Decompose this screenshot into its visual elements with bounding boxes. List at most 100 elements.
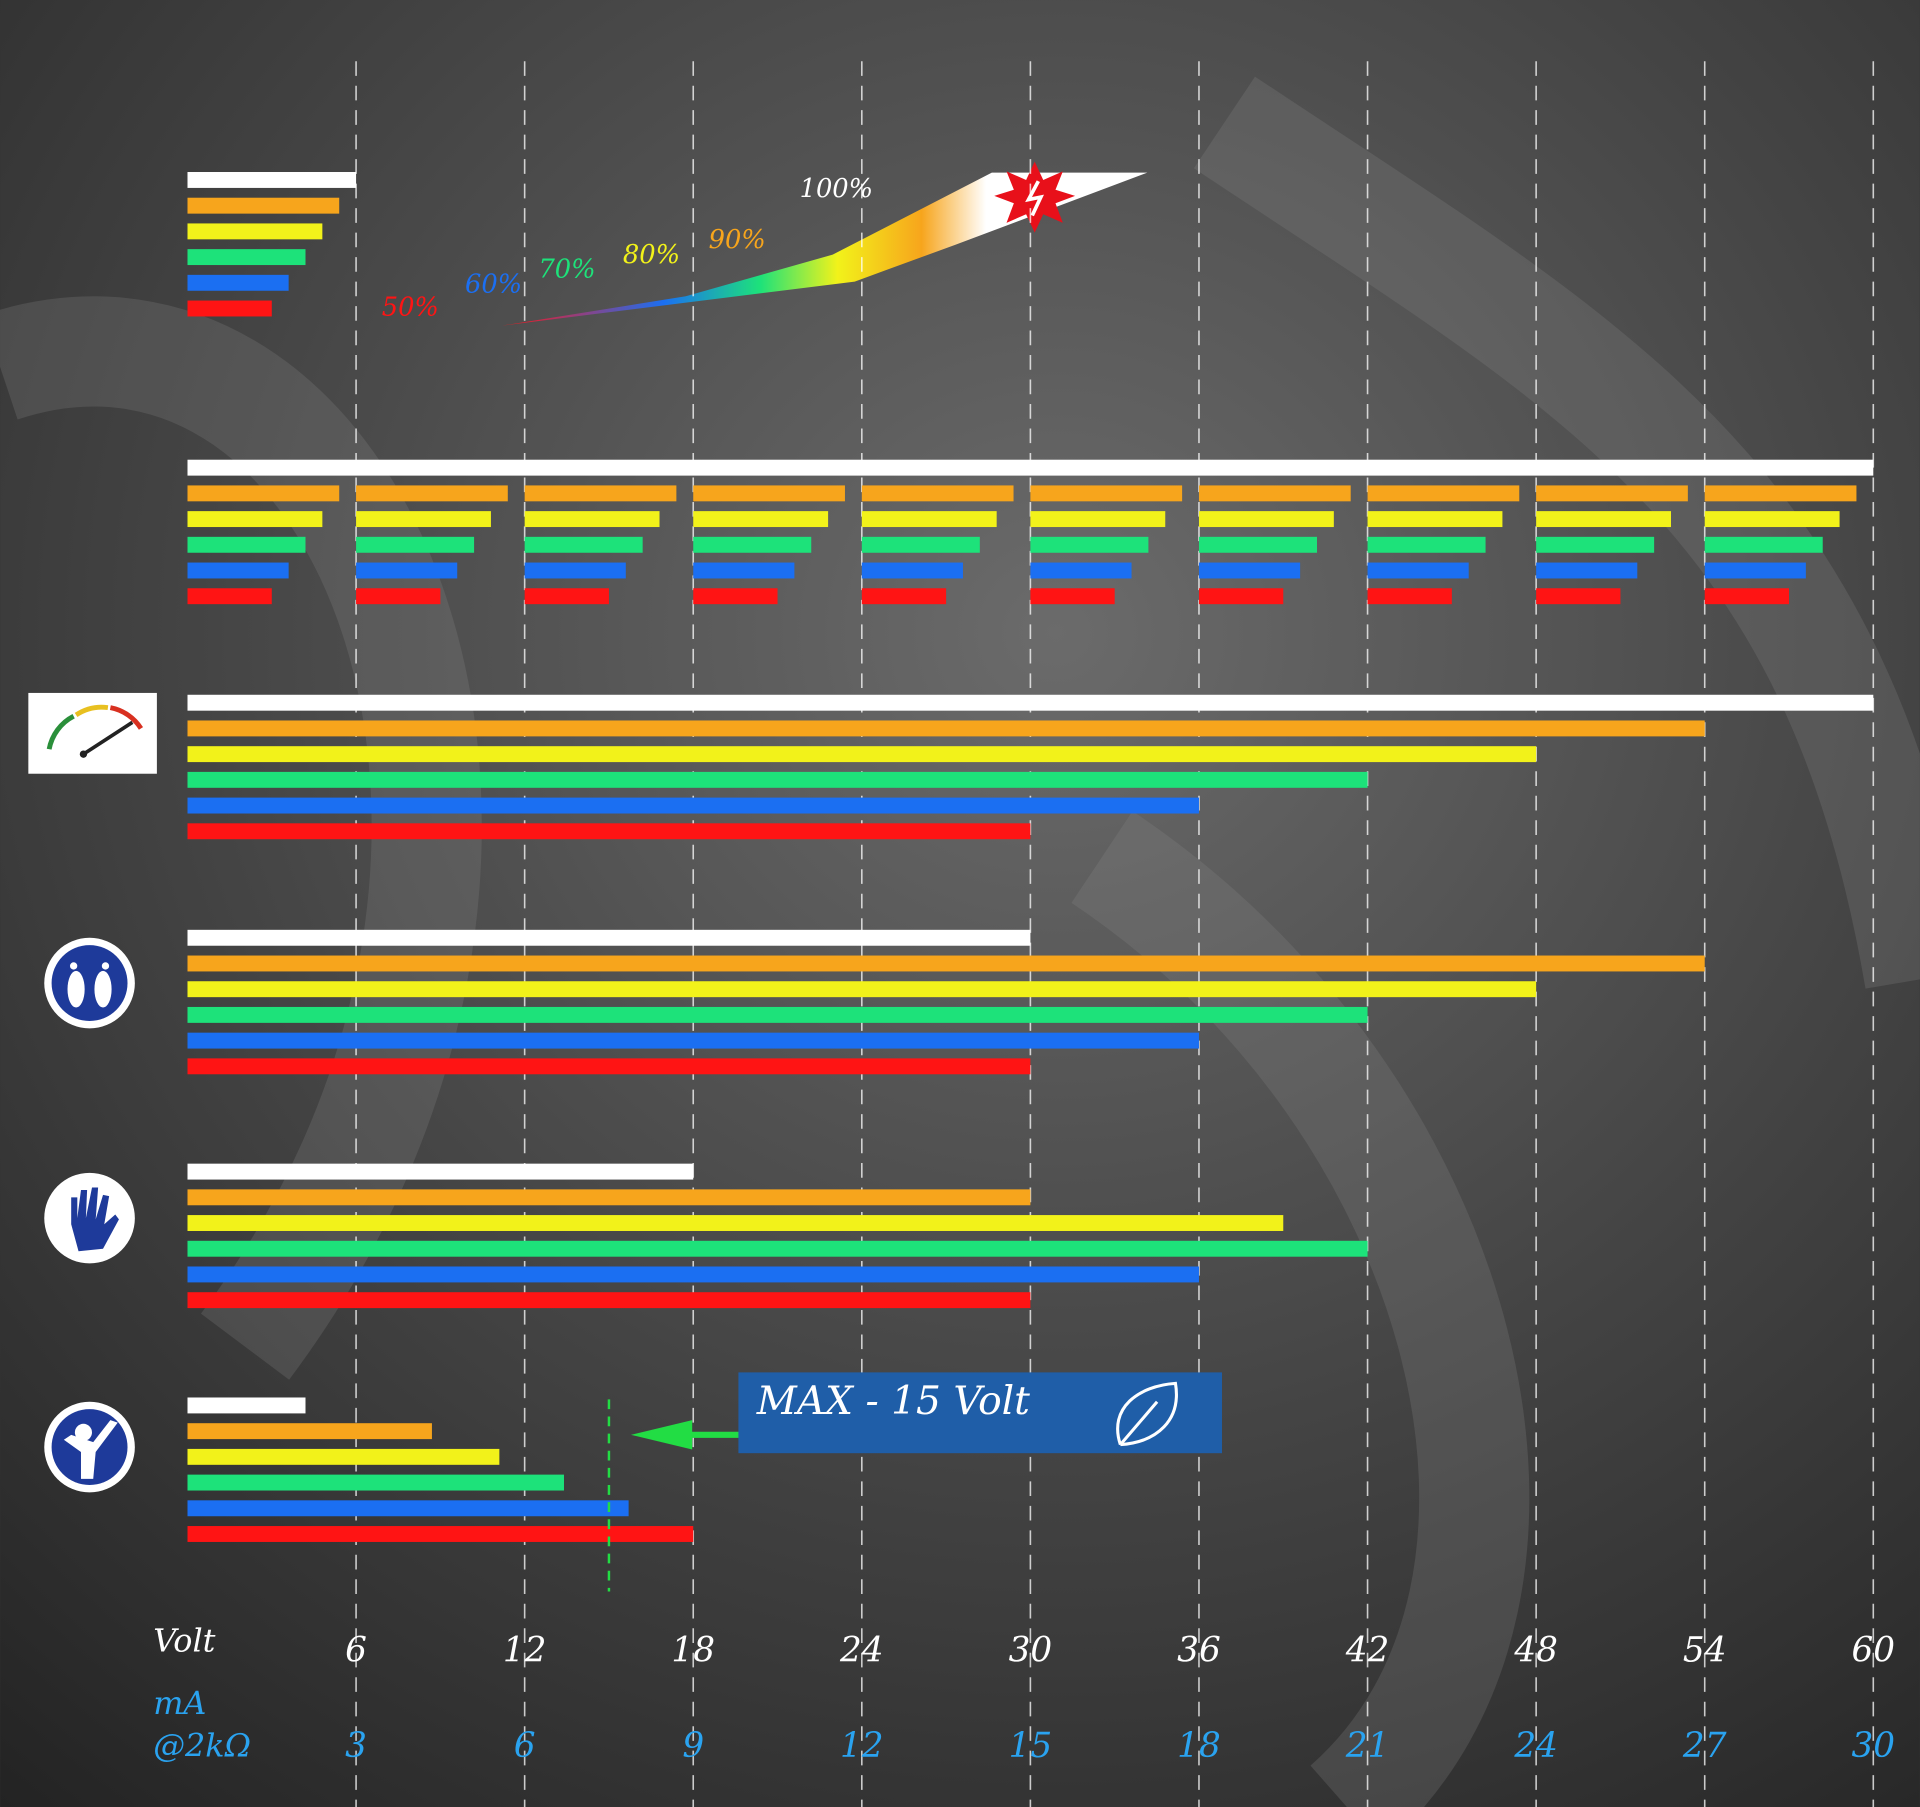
x2-axis-subtitle: @2kΩ bbox=[153, 1727, 251, 1765]
bar-segment bbox=[1367, 588, 1452, 605]
x2-tick-label: 24 bbox=[1513, 1726, 1558, 1766]
bar bbox=[187, 300, 272, 317]
bar bbox=[187, 955, 1705, 972]
bar-segment bbox=[861, 485, 1014, 502]
bar-segment bbox=[356, 511, 491, 528]
x-tick-label: 18 bbox=[671, 1631, 715, 1671]
bar-segment bbox=[693, 511, 829, 528]
x2-tick-label: 15 bbox=[1009, 1726, 1053, 1766]
bar bbox=[187, 929, 1031, 946]
bar-segment bbox=[1030, 511, 1166, 528]
bar bbox=[187, 223, 323, 240]
bar-segment bbox=[356, 536, 475, 553]
bar-segment bbox=[1030, 588, 1115, 605]
bar-segment bbox=[693, 536, 812, 553]
bar-segment bbox=[1536, 562, 1638, 579]
bar-segment bbox=[1030, 536, 1149, 553]
legend-label: 70% bbox=[538, 255, 595, 285]
bar bbox=[187, 1240, 1368, 1257]
bar bbox=[187, 720, 1705, 737]
bar-segment bbox=[1704, 562, 1806, 579]
bar bbox=[187, 771, 1368, 788]
bar-segment bbox=[187, 562, 289, 579]
bar-segment bbox=[356, 588, 441, 605]
bar-segment bbox=[1030, 485, 1183, 502]
bar bbox=[187, 1397, 306, 1414]
bar-segment bbox=[1198, 588, 1284, 605]
bar bbox=[187, 1058, 1031, 1075]
bar-segment bbox=[187, 511, 323, 528]
annotation-arrowhead bbox=[630, 1420, 693, 1450]
bar bbox=[187, 1474, 564, 1491]
x2-tick-label: 27 bbox=[1682, 1726, 1727, 1766]
gauge-icon bbox=[28, 692, 157, 774]
bar-segment bbox=[1367, 562, 1469, 579]
plot: 6 12 18 24 30 36 42 48 54 603 6 9 12 15 18 21 24 27 3050%6… bbox=[187, 61, 1895, 1807]
bar bbox=[187, 1292, 1031, 1309]
bar bbox=[187, 823, 1031, 840]
bar-segment bbox=[524, 536, 643, 553]
legend-label: 50% bbox=[382, 293, 439, 323]
bar-segment bbox=[861, 536, 980, 553]
bar-segment bbox=[1030, 562, 1132, 579]
bar bbox=[187, 249, 306, 266]
legend-label: 90% bbox=[709, 225, 766, 255]
bar-segment bbox=[524, 562, 626, 579]
bar-segment bbox=[861, 588, 947, 605]
bar-segment bbox=[861, 511, 997, 528]
bar-segment bbox=[1704, 511, 1840, 528]
bar-segment bbox=[861, 562, 963, 579]
bar-segment bbox=[1367, 485, 1520, 502]
x2-tick-label: 3 bbox=[345, 1726, 367, 1766]
legend-label: 80% bbox=[623, 240, 680, 270]
x2-tick-label: 30 bbox=[1851, 1726, 1895, 1766]
bar-segment bbox=[187, 536, 306, 553]
x-tick-label: 60 bbox=[1851, 1631, 1895, 1671]
x2-tick-label: 12 bbox=[840, 1726, 884, 1766]
bar bbox=[187, 981, 1537, 998]
bar-segment bbox=[1704, 536, 1823, 553]
bar-segment bbox=[356, 485, 508, 502]
bar bbox=[187, 1423, 432, 1440]
legend-label: 100% bbox=[800, 174, 873, 204]
legend-wedge bbox=[502, 172, 1148, 326]
bar-segment bbox=[524, 511, 660, 528]
bar-segment bbox=[1704, 588, 1790, 605]
bar bbox=[187, 1163, 694, 1180]
bar bbox=[187, 1006, 1368, 1023]
bar bbox=[187, 1526, 694, 1542]
bar-segment bbox=[187, 485, 340, 502]
bar-segment bbox=[1536, 485, 1688, 502]
hand-icon bbox=[44, 1172, 135, 1264]
annotation: MAX - 15 Volt bbox=[738, 1372, 1222, 1454]
bar bbox=[187, 1448, 500, 1465]
bar-segment bbox=[1536, 511, 1671, 528]
bar bbox=[187, 1266, 1199, 1283]
bar bbox=[187, 1189, 1031, 1206]
bar-segment bbox=[1198, 511, 1334, 528]
bar bbox=[187, 1215, 1284, 1231]
leaf-icon bbox=[1116, 1381, 1178, 1447]
x2-tick-label: 18 bbox=[1177, 1726, 1221, 1766]
bar-segment bbox=[356, 562, 458, 579]
bar-segment bbox=[1367, 511, 1503, 528]
x-tick-label: 6 bbox=[345, 1631, 367, 1671]
bar-segment bbox=[187, 588, 272, 605]
x2-axis-title: mA bbox=[153, 1684, 206, 1722]
bar bbox=[187, 1500, 629, 1517]
bar-segment bbox=[1536, 536, 1655, 553]
bar-segment bbox=[693, 562, 795, 579]
legend-label: 60% bbox=[465, 269, 522, 299]
x2-tick-label: 9 bbox=[682, 1726, 704, 1766]
x-tick-label: 12 bbox=[503, 1631, 547, 1671]
bar-segment bbox=[1536, 588, 1621, 605]
x2-tick-label: 21 bbox=[1345, 1726, 1390, 1766]
x-tick-label: 42 bbox=[1345, 1631, 1390, 1671]
bar bbox=[187, 197, 340, 214]
bar bbox=[187, 746, 1537, 763]
bar bbox=[187, 459, 1874, 476]
x2-tick-label: 6 bbox=[514, 1726, 536, 1766]
bar-segment bbox=[1198, 536, 1317, 553]
